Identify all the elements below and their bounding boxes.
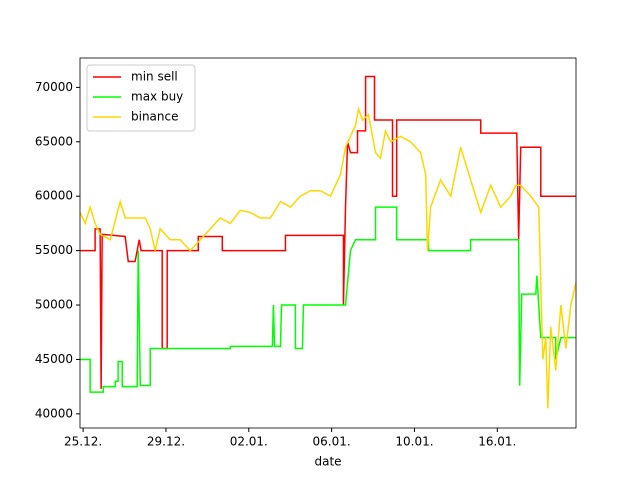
legend-label: binance	[131, 110, 179, 124]
legend-label: max buy	[131, 90, 183, 104]
y-tick-label: 55000	[35, 243, 73, 257]
y-tick-label: 50000	[35, 298, 73, 312]
x-tick-label: 25.12.	[64, 435, 102, 449]
x-tick-label: 16.01.	[478, 435, 516, 449]
x-tick-label: 02.01.	[230, 435, 268, 449]
legend-box	[86, 64, 196, 132]
x-axis-label: date	[314, 455, 341, 469]
x-tick-label: 06.01.	[313, 435, 351, 449]
y-tick-label: 65000	[35, 134, 73, 148]
y-tick-label: 60000	[35, 189, 73, 203]
x-tick-label: 10.01.	[395, 435, 433, 449]
y-tick-label: 40000	[35, 406, 73, 420]
series-line	[80, 75, 576, 389]
y-tick-label: 45000	[35, 352, 73, 366]
y-tick-label: 70000	[35, 80, 73, 94]
plot-frame	[79, 57, 577, 429]
x-tick-label: 29.12.	[147, 435, 185, 449]
series-line	[80, 206, 576, 393]
legend-label: min sell	[131, 70, 178, 84]
series-line	[80, 106, 576, 409]
